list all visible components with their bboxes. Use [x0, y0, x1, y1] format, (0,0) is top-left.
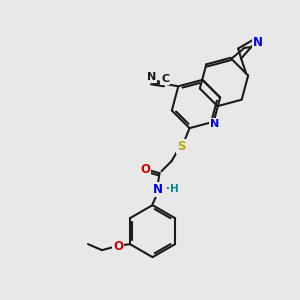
Text: S: S	[177, 140, 186, 153]
Text: N: N	[147, 72, 156, 82]
Text: N: N	[253, 35, 263, 49]
Text: O: O	[113, 240, 123, 253]
Text: ·H: ·H	[166, 184, 178, 194]
Text: O: O	[140, 163, 151, 176]
Text: N: N	[210, 119, 219, 129]
Text: C: C	[161, 74, 169, 84]
Text: N: N	[152, 183, 163, 196]
